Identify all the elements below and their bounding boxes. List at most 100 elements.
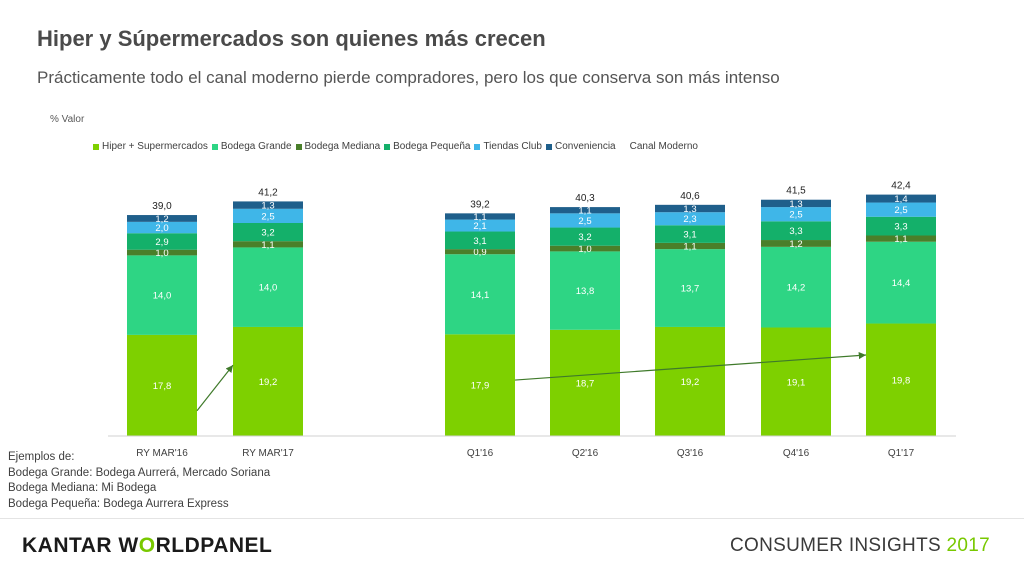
x-tick-label: Q4'16 (783, 448, 810, 459)
logo-text-part2: RLDPANEL (155, 534, 273, 557)
data-label: 14,0 (259, 283, 278, 294)
bar-segment (445, 231, 515, 250)
bar-segment (127, 215, 197, 222)
bar-segment (445, 219, 515, 232)
legend-item: Tiendas Club (474, 141, 542, 152)
bar-segment (233, 247, 303, 327)
total-label: 41,5 (786, 186, 806, 197)
data-label: 1,1 (473, 212, 486, 223)
event-label: CONSUMER INSIGHTS (730, 535, 947, 556)
bar-segment (127, 233, 197, 250)
y-axis-label: % Valor (50, 114, 85, 125)
bar-segment (233, 241, 303, 248)
bar-segment (655, 249, 725, 327)
bar-segment (550, 251, 620, 330)
data-label: 1,2 (155, 214, 168, 225)
footer-divider (0, 518, 1024, 519)
bar-segment (655, 242, 725, 250)
legend-item: Conveniencia (546, 141, 616, 152)
legend-item: Bodega Grande (211, 141, 292, 152)
consumer-insights-label: CONSUMER INSIGHTS 2017 (730, 535, 990, 557)
data-label: 1,3 (789, 199, 802, 210)
bar-segment (761, 246, 831, 328)
legend-item: Bodega Mediana (295, 141, 380, 152)
bar-segment (550, 227, 620, 246)
data-label: 14,1 (471, 290, 490, 301)
legend-swatch (93, 143, 99, 150)
data-label: 3,1 (683, 230, 696, 241)
bar-segment (761, 199, 831, 208)
data-label: 2,5 (894, 205, 907, 216)
total-label: 42,4 (891, 181, 911, 192)
notes-line: Ejemplos de: (8, 451, 75, 463)
x-tick-label: RY MAR'17 (242, 448, 294, 459)
data-label: 19,2 (681, 377, 700, 388)
logo-accent-letter: O (138, 534, 156, 557)
total-label: 40,3 (575, 193, 595, 204)
bar-segment (445, 254, 515, 335)
legend-swatch (474, 143, 481, 150)
data-label: 2,3 (683, 214, 696, 225)
data-label: 18,7 (576, 378, 595, 389)
legend-item-total: Canal Moderno (630, 141, 698, 152)
legend-item: Bodega Pequeña (384, 141, 470, 152)
data-label: 1,1 (578, 206, 591, 217)
examples-notes: Ejemplos de: Bodega Grande: Bodega Aurre… (8, 450, 270, 512)
data-label: 1,1 (261, 240, 274, 251)
data-label: 13,8 (576, 286, 595, 297)
data-label: 14,4 (892, 278, 911, 289)
x-tick-label: Q1'16 (467, 448, 494, 459)
bar-segment (655, 212, 725, 226)
legend-swatch (211, 143, 218, 150)
data-label: 2,9 (155, 237, 168, 248)
x-tick-label: Q1'17 (888, 448, 915, 459)
data-label: 2,5 (789, 210, 802, 221)
data-label: 1,3 (683, 204, 696, 215)
data-label: 3,2 (261, 228, 274, 239)
bar-segment (127, 221, 197, 234)
data-label: 3,2 (578, 232, 591, 243)
bar-segment (233, 208, 303, 223)
bar-segment (761, 327, 831, 436)
bar-segment (866, 235, 936, 242)
bar-segment (866, 216, 936, 236)
bar-segment (866, 323, 936, 436)
data-label: 1,0 (578, 244, 591, 255)
bar-segment (550, 245, 620, 252)
data-label: 1,3 (261, 201, 274, 212)
data-label: 3,1 (473, 236, 486, 247)
x-tick-label: Q2'16 (572, 448, 599, 459)
kantar-worldpanel-logo: KANTAR WORLDPANEL (22, 534, 272, 558)
bar-segment (655, 326, 725, 436)
legend-label: Bodega Grande (220, 141, 292, 152)
bar-segment (550, 213, 620, 228)
bar-segment (761, 207, 831, 222)
bar-segment (761, 221, 831, 241)
legend-swatch (295, 143, 302, 150)
data-label: 13,7 (681, 284, 700, 295)
notes-line: Bodega Grande: Bodega Aurrerá, Mercado S… (8, 466, 271, 479)
data-label: 1,1 (894, 234, 907, 245)
legend-label: Conveniencia (555, 141, 616, 152)
bar-segment (655, 225, 725, 243)
notes-line: Bodega Mediana: Mi Bodega (8, 482, 157, 494)
bar-segment (761, 240, 831, 247)
legend-label: Bodega Pequeña (393, 141, 471, 152)
total-label: 39,2 (470, 199, 490, 210)
data-label: 19,8 (892, 375, 911, 386)
event-year: 2017 (946, 535, 990, 556)
bar-segment (127, 255, 197, 335)
data-label: 3,3 (789, 226, 802, 237)
bar-segment (127, 249, 197, 256)
trend-arrow (196, 364, 234, 412)
bar-segment (445, 213, 515, 220)
data-label: 2,5 (261, 211, 274, 222)
data-label: 1,4 (894, 194, 907, 205)
bar-segment (866, 194, 936, 203)
data-label: 2,5 (578, 216, 591, 227)
legend-label: Tiendas Club (483, 141, 542, 152)
notes-line: Bodega Pequeña: Bodega Aurrera Express (8, 497, 229, 510)
data-label: 1,1 (683, 242, 696, 253)
legend-swatch (384, 143, 391, 150)
data-label: 2,0 (155, 223, 168, 234)
